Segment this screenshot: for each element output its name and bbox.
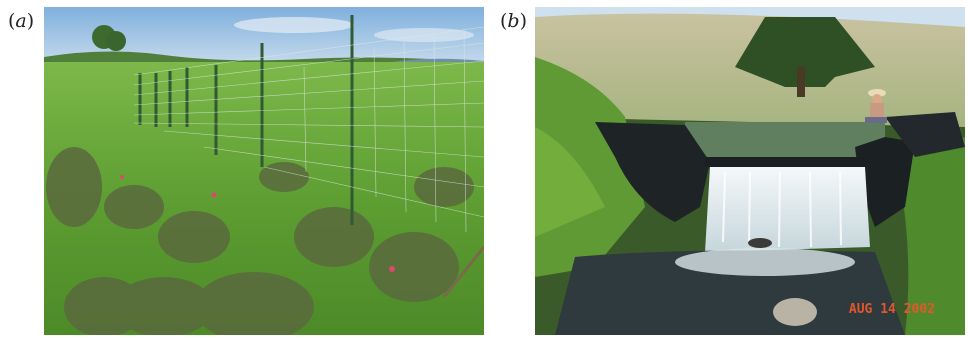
- waterfall: [705, 167, 870, 252]
- photo-fenced-grassland: [44, 7, 484, 335]
- panel-label-b: (b): [500, 10, 527, 32]
- rock: [748, 238, 772, 248]
- foam: [675, 248, 855, 276]
- photo-stream-weir: AUG 14 2002: [535, 7, 965, 335]
- upper-pool: [685, 122, 885, 162]
- date-stamp: AUG 14 2002: [849, 302, 935, 317]
- tree: [106, 31, 126, 51]
- grassland-scene: [44, 7, 484, 335]
- panel-label-a: (a): [8, 10, 34, 32]
- rock: [773, 298, 817, 326]
- tree-trunk: [797, 67, 805, 97]
- weir-lip: [705, 157, 865, 167]
- cloud: [234, 17, 354, 33]
- stream-scene: AUG 14 2002: [535, 7, 965, 335]
